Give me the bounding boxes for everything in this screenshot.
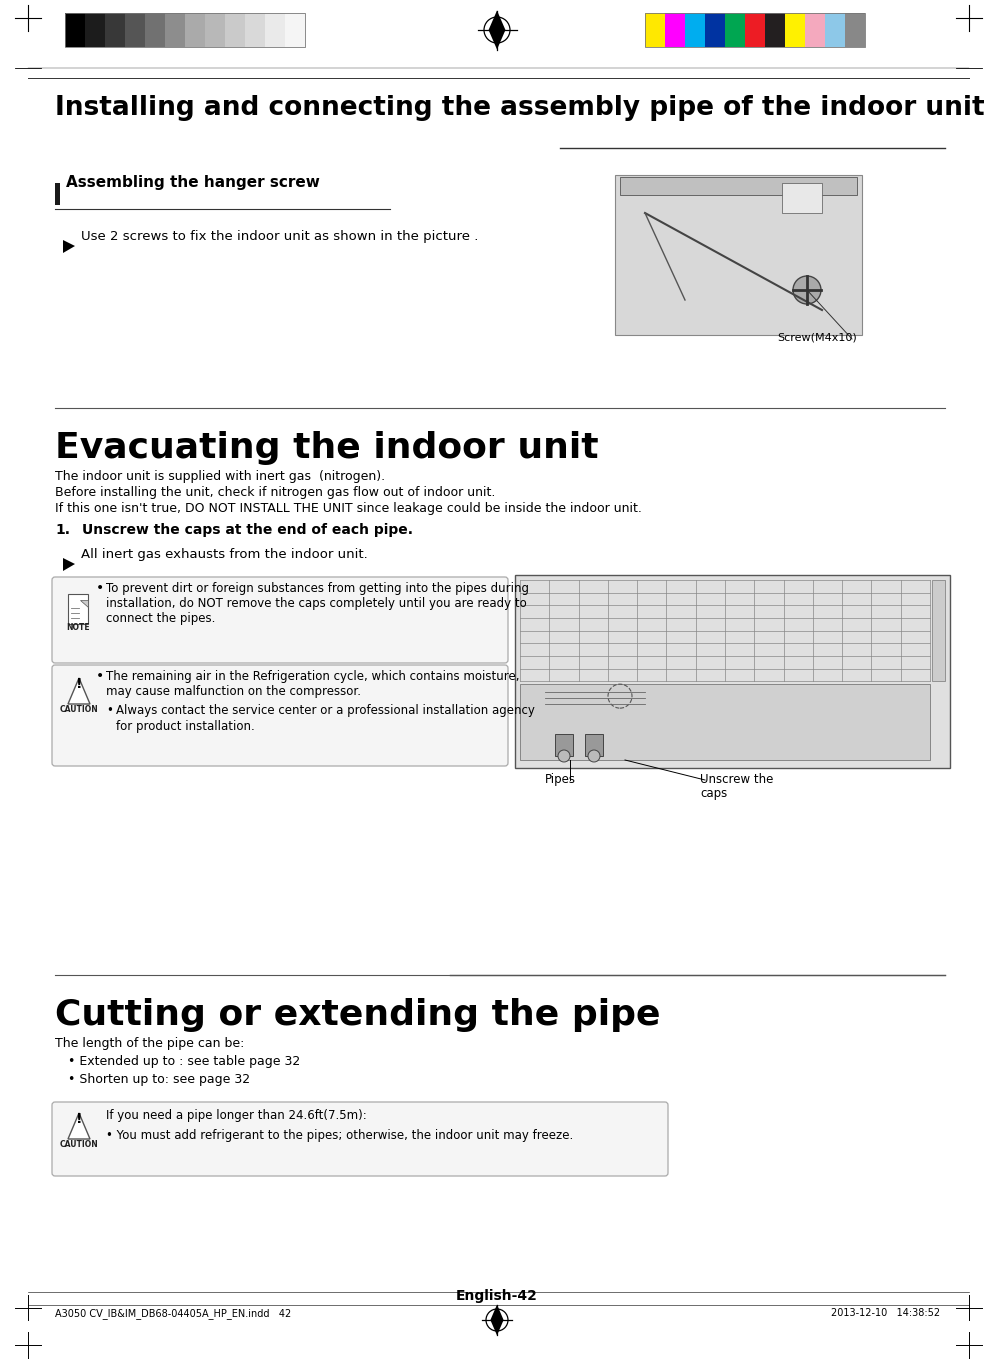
Bar [125,14,145,48]
Text: Use 2 screws to fix the indoor unit as shown in the picture .: Use 2 screws to fix the indoor unit as s… [81,230,479,242]
Text: The remaining air in the Refrigeration cycle, which contains moisture,: The remaining air in the Refrigeration c… [106,670,519,682]
Circle shape [558,750,570,761]
Text: Screw(M4x10): Screw(M4x10) [778,332,857,343]
Text: Evacuating the indoor unit: Evacuating the indoor unit [55,430,598,464]
Text: !: ! [76,1111,82,1126]
Text: Unscrew the: Unscrew the [700,774,774,786]
Bar [245,14,265,48]
Text: If you need a pipe longer than 24.6ft(7.5m):: If you need a pipe longer than 24.6ft(7.… [106,1109,367,1122]
Bar [665,14,685,48]
Text: English-42: English-42 [456,1288,538,1303]
Circle shape [793,276,821,304]
Bar [515,575,950,768]
Bar [85,14,105,48]
Bar [825,14,845,48]
FancyBboxPatch shape [52,577,508,663]
Text: To prevent dirt or foreign substances from getting into the pipes during: To prevent dirt or foreign substances fr… [106,582,529,595]
Polygon shape [63,240,75,253]
Text: The length of the pipe can be:: The length of the pipe can be: [55,1036,244,1050]
Text: Cutting or extending the pipe: Cutting or extending the pipe [55,998,660,1032]
Bar [615,174,862,335]
Text: A3050 CV_IB&IM_DB68-04405A_HP_EN.indd   42: A3050 CV_IB&IM_DB68-04405A_HP_EN.indd 42 [55,1308,291,1318]
Text: CAUTION: CAUTION [60,706,99,714]
Polygon shape [68,1113,90,1139]
Bar [265,14,285,48]
Bar [785,14,805,48]
Text: • Extended up to : see table page 32: • Extended up to : see table page 32 [68,1056,300,1068]
Polygon shape [489,11,505,49]
Bar [765,14,785,48]
Text: CAUTION: CAUTION [60,1140,99,1150]
Text: installation, do NOT remove the caps completely until you are ready to: installation, do NOT remove the caps com… [106,597,526,610]
Polygon shape [80,601,88,607]
Text: connect the pipes.: connect the pipes. [106,612,215,625]
Bar [620,177,857,195]
Bar [645,14,865,48]
Bar [285,14,305,48]
Bar [805,14,825,48]
Bar [105,14,125,48]
Text: • Shorten up to: see page 32: • Shorten up to: see page 32 [68,1073,250,1086]
Bar [205,14,225,48]
Text: If this one isn't true, DO NOT INSTALL THE UNIT since leakage could be inside th: If this one isn't true, DO NOT INSTALL T… [55,503,642,515]
Bar [845,14,865,48]
Bar [145,14,165,48]
Text: Installing and connecting the assembly pipe of the indoor unit: Installing and connecting the assembly p… [55,95,985,121]
Text: •: • [96,669,105,682]
Text: All inert gas exhausts from the indoor unit.: All inert gas exhausts from the indoor u… [81,548,368,561]
Bar [645,14,665,48]
Polygon shape [63,558,75,571]
FancyBboxPatch shape [52,1102,668,1175]
Text: Unscrew the caps at the end of each pipe.: Unscrew the caps at the end of each pipe… [82,523,413,537]
Bar [65,14,305,48]
Bar [520,684,930,760]
Bar [165,14,185,48]
Bar [68,594,88,624]
Bar [685,14,705,48]
Circle shape [588,750,600,761]
Text: NOTE: NOTE [66,622,90,632]
Text: • You must add refrigerant to the pipes; otherwise, the indoor unit may freeze.: • You must add refrigerant to the pipes;… [106,1129,573,1141]
Bar [225,14,245,48]
Text: Assembling the hanger screw: Assembling the hanger screw [66,174,320,191]
Bar [185,14,205,48]
Bar [782,183,822,212]
Text: Always contact the service center or a professional installation agency: Always contact the service center or a p… [116,704,534,716]
Polygon shape [491,1305,503,1335]
Text: Before installing the unit, check if nitrogen gas flow out of indoor unit.: Before installing the unit, check if nit… [55,486,496,498]
Bar [932,580,945,681]
Bar [725,14,745,48]
Text: !: ! [76,677,82,691]
Bar [745,14,765,48]
Polygon shape [68,678,90,704]
Text: The indoor unit is supplied with inert gas  (nitrogen).: The indoor unit is supplied with inert g… [55,470,385,484]
Bar [55,183,60,206]
Bar [65,14,85,48]
Text: caps: caps [700,787,727,799]
Text: may cause malfunction on the compressor.: may cause malfunction on the compressor. [106,685,361,697]
Text: •: • [96,582,105,595]
Bar [705,14,725,48]
Text: 2013-12-10   14:38:52: 2013-12-10 14:38:52 [831,1308,940,1318]
Bar [555,734,573,756]
Text: for product installation.: for product installation. [116,720,255,733]
FancyBboxPatch shape [52,665,508,765]
Text: •: • [106,704,113,716]
Text: Pipes: Pipes [545,774,576,786]
Bar [585,734,603,756]
Text: 1.: 1. [55,523,70,537]
